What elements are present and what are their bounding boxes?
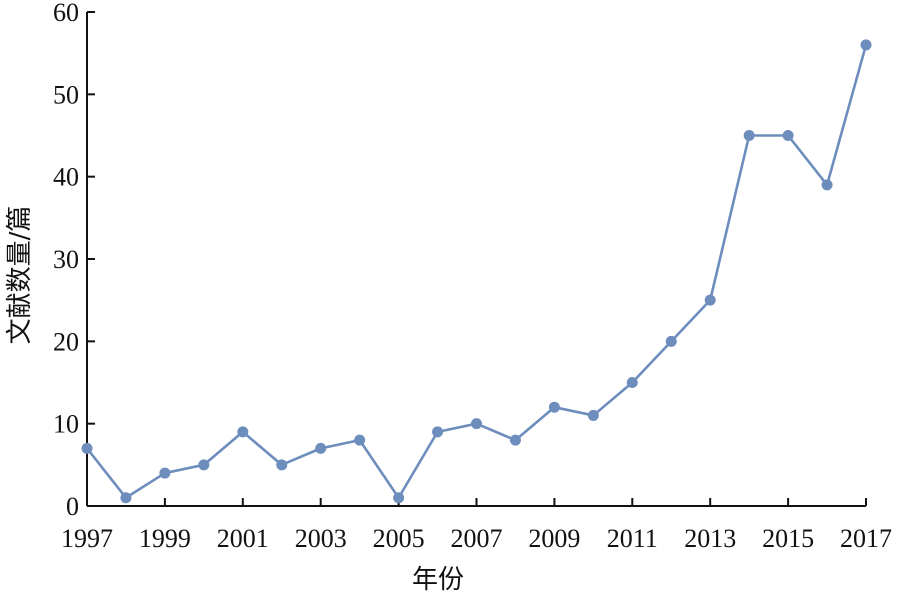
- x-tick-label: 1999: [139, 524, 191, 553]
- y-tick-label: 10: [53, 410, 79, 439]
- x-tick-label: 1997: [61, 524, 113, 553]
- data-point: [237, 426, 249, 438]
- tick-labels: 0 10 20 30 40 50 60 1997 1999 2001 2003 2005 2007 200…: [53, 0, 892, 553]
- x-tick-label: 2001: [217, 524, 269, 553]
- data-point: [509, 434, 521, 446]
- x-tick-label: 2003: [295, 524, 347, 553]
- data-point: [159, 467, 171, 479]
- x-tick-label: 2007: [451, 524, 503, 553]
- data-point: [587, 409, 599, 421]
- y-tick-label: 60: [53, 0, 79, 27]
- data-point: [471, 418, 482, 430]
- data-point: [81, 442, 93, 454]
- data-point: [120, 492, 132, 504]
- y-tick-label: 20: [53, 327, 79, 356]
- x-tick-label: 2009: [528, 524, 580, 553]
- data-point: [665, 335, 677, 347]
- x-axis-title: 年份: [412, 565, 464, 595]
- data-point: [276, 459, 288, 471]
- data-point: [821, 179, 833, 191]
- x-tick-label: 2015: [762, 524, 814, 553]
- x-tick-label: 2011: [607, 524, 658, 553]
- y-axis-title: 文献数量/篇: [5, 206, 35, 345]
- data-point: [626, 377, 638, 388]
- data-point: [743, 130, 755, 141]
- data-point: [354, 434, 366, 446]
- series-line: [85, 44, 868, 500]
- data-point: [315, 442, 327, 454]
- axes: [86, 12, 866, 507]
- data-point: [432, 426, 444, 438]
- y-tick-label: 0: [66, 492, 79, 521]
- data-point: [198, 459, 210, 471]
- series-layer: [81, 39, 872, 504]
- x-tick-label: 2017: [840, 524, 892, 553]
- data-point: [782, 130, 794, 141]
- data-point: [860, 39, 872, 51]
- y-tick-label: 50: [53, 80, 79, 109]
- data-point: [704, 294, 716, 306]
- ticks: [86, 11, 867, 507]
- x-tick-label: 2013: [684, 524, 736, 553]
- data-point: [548, 401, 560, 413]
- y-tick-label: 30: [53, 245, 79, 274]
- x-tick-label: 2005: [373, 524, 425, 553]
- data-point: [393, 492, 405, 504]
- y-tick-label: 40: [53, 163, 79, 192]
